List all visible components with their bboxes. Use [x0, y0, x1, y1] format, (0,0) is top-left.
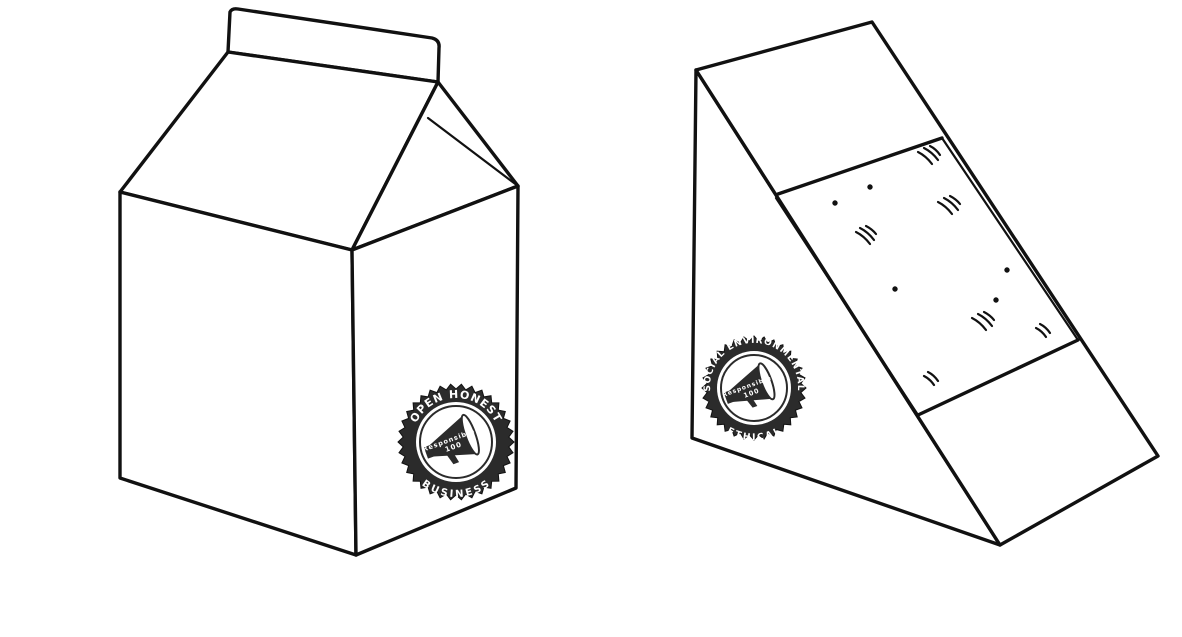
megaphone-icon — [423, 413, 480, 465]
sandwich-box — [690, 20, 1160, 547]
milk-carton — [118, 7, 520, 557]
window-glare-marks — [832, 144, 1052, 387]
megaphone-icon — [723, 362, 776, 408]
carton-seal: OPEN HONEST BUSINESS Responsible 100 — [397, 383, 515, 501]
carton-top-tab — [226, 7, 441, 84]
carton-side-face — [350, 184, 520, 557]
carton-front-face — [118, 190, 358, 557]
